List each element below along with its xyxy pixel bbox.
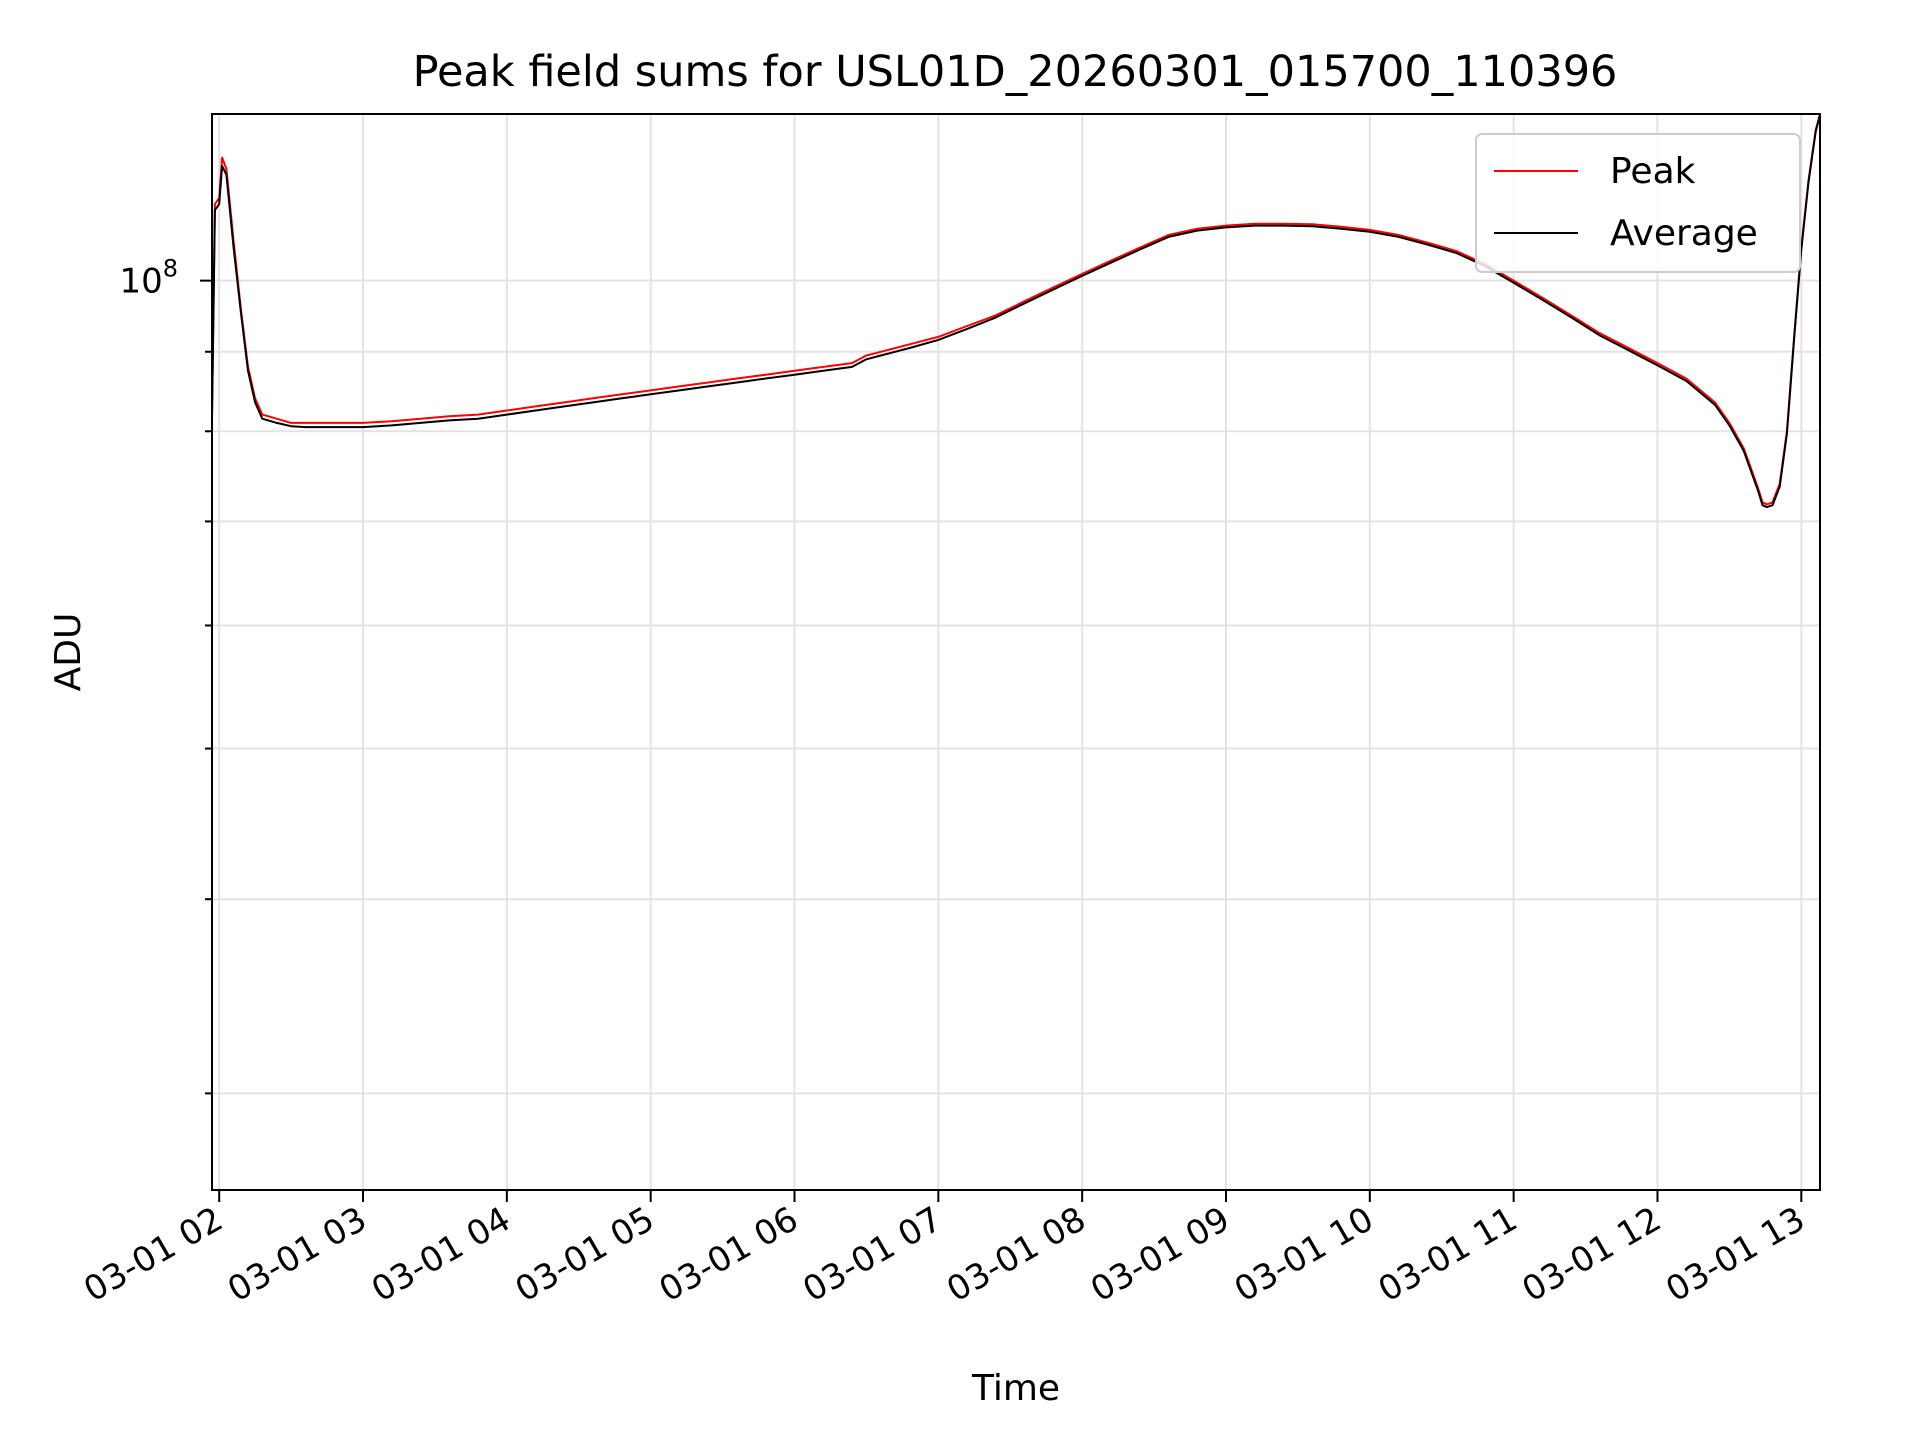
x-axis-label: Time (971, 1368, 1060, 1409)
legend-label-peak: Peak (1610, 151, 1696, 192)
legend-box (1475, 133, 1801, 273)
series-line-average (211, 114, 1821, 509)
y-tick-base: 10 (119, 262, 162, 302)
y-axis: 108 (119, 255, 212, 1095)
chart-title: Peak field sums for USL01D_20260301_0157… (413, 47, 1618, 97)
plot-frame (211, 113, 1821, 1191)
y-tick-label-major: 108 (119, 255, 178, 302)
y-tick-exponent: 8 (163, 255, 178, 283)
grid (212, 114, 1820, 1190)
legend: Peak Average (1475, 133, 1801, 273)
series-layer (211, 113, 1821, 509)
legend-label-average: Average (1610, 213, 1758, 254)
y-axis-label: ADU (48, 613, 89, 692)
series-line-peak (211, 113, 1821, 506)
